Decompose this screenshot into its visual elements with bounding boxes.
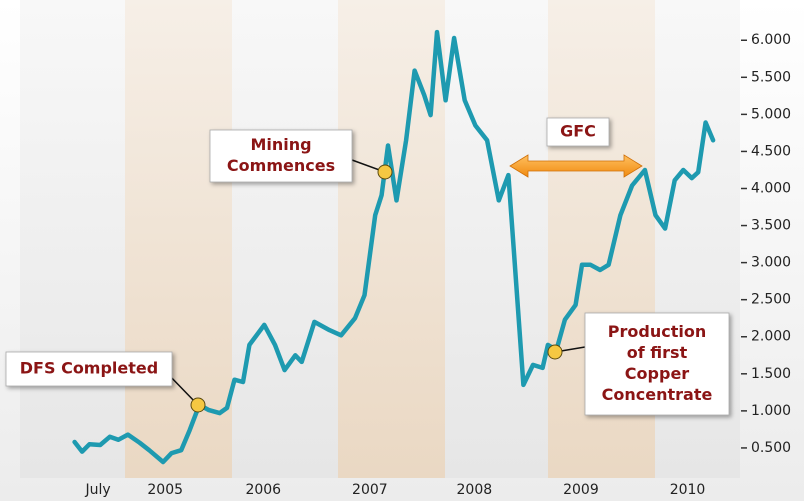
annotations: DFS Completed Mining Commences GFC Productio…	[5, 117, 730, 416]
y-tick-label: 1.000	[751, 403, 791, 419]
annotation-text: Mining	[250, 135, 311, 154]
y-tick-label: 0.500	[751, 440, 791, 456]
x-tick-label: July	[84, 482, 110, 498]
callout-dot	[377, 164, 393, 180]
annotation-box	[209, 129, 353, 183]
gfc-arrow	[509, 154, 643, 178]
annotation-text: Concentrate	[602, 385, 713, 404]
callout-dot	[190, 397, 206, 413]
y-tick-label: 2.000	[751, 329, 791, 345]
year-band	[20, 0, 125, 478]
annotation-box	[584, 312, 730, 416]
y-tick-label: 3.500	[751, 218, 791, 234]
price-line	[72, 29, 716, 465]
y-tick-label: 4.000	[751, 180, 791, 196]
y-tick-label: 4.500	[751, 143, 791, 159]
x-tick-label: 2008	[457, 482, 493, 498]
callout-dot	[547, 344, 563, 360]
x-tick-label: 2010	[670, 482, 706, 498]
annotation-text: Commences	[227, 156, 335, 175]
x-tick-label: 2005	[147, 482, 183, 498]
y-tick-label: 3.000	[751, 255, 791, 271]
annotation-text: Production	[608, 322, 706, 341]
y-tick-label: 2.500	[751, 292, 791, 308]
year-band	[125, 0, 232, 478]
y-tick-label: 5.000	[751, 106, 791, 122]
year-band	[338, 0, 445, 478]
annotation-box	[5, 351, 173, 387]
annotation-text: Copper	[625, 364, 689, 383]
x-tick-label: 2006	[245, 482, 281, 498]
x-tick-label: 2009	[563, 482, 599, 498]
y-tick-label: 1.500	[751, 366, 791, 382]
annotation-text: DFS Completed	[20, 359, 158, 378]
year-band	[232, 0, 338, 478]
annotation-box	[546, 117, 610, 147]
x-tick-label: 2007	[352, 482, 388, 498]
y-tick-label: 6.000	[751, 32, 791, 48]
annotation-text: of first	[627, 343, 688, 362]
plot: 0.500 1.000 1.500 2.000 2.500 3.000 3.500 4.000…	[72, 29, 791, 498]
y-tick-label: 5.500	[751, 69, 791, 85]
annotation-text: GFC	[560, 122, 596, 141]
